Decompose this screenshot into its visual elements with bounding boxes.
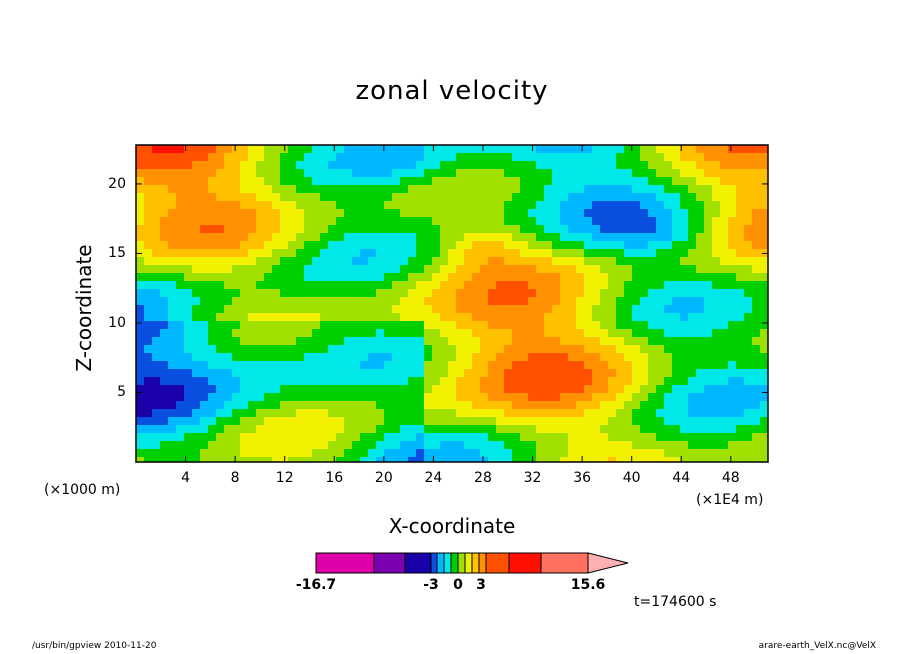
y-axis-label: Z-coordinate xyxy=(72,244,96,372)
x-tick-label: 32 xyxy=(523,470,542,486)
footer-right-label: arare-earth_VelX.nc@VelX xyxy=(758,641,876,651)
x-tick-label: 12 xyxy=(275,470,294,486)
x-tick-label: 28 xyxy=(474,470,492,486)
y-tick-label: 10 xyxy=(108,314,126,331)
colorbar-label: -16.7 xyxy=(295,577,337,593)
x-tick-label: 4 xyxy=(181,470,191,486)
colorbar-label: -3 xyxy=(423,577,439,593)
x-tick-label: 8 xyxy=(230,470,240,486)
x-tick-label: 20 xyxy=(374,470,393,486)
time-label: t=174600 s xyxy=(634,594,717,610)
x-tick-label: 16 xyxy=(325,470,344,486)
x-tick-label: 44 xyxy=(672,470,691,486)
x-unit-right-label: (×1E4 m) xyxy=(696,492,764,508)
x-tick-label: 36 xyxy=(573,470,592,486)
plot-frame xyxy=(135,144,769,463)
y-tick-label: 15 xyxy=(108,245,126,262)
x-tick-label: 48 xyxy=(721,470,740,486)
colorbar xyxy=(315,552,629,574)
x-unit-left-label: (×1000 m) xyxy=(44,482,121,498)
y-tick-label: 5 xyxy=(117,384,126,401)
y-tick-label: 20 xyxy=(108,175,126,192)
chart-title: zonal velocity xyxy=(355,76,549,106)
contour-field xyxy=(136,145,768,462)
colorbar-label: 0 xyxy=(453,577,463,593)
colorbar-label: 3 xyxy=(476,577,486,593)
colorbar-label: 15.6 xyxy=(570,577,606,593)
x-tick-label: 40 xyxy=(622,470,641,486)
x-axis-label: X-coordinate xyxy=(388,514,516,538)
footer-left-label: /usr/bin/gpview 2010-11-20 xyxy=(32,641,157,651)
x-tick-label: 24 xyxy=(424,470,443,486)
